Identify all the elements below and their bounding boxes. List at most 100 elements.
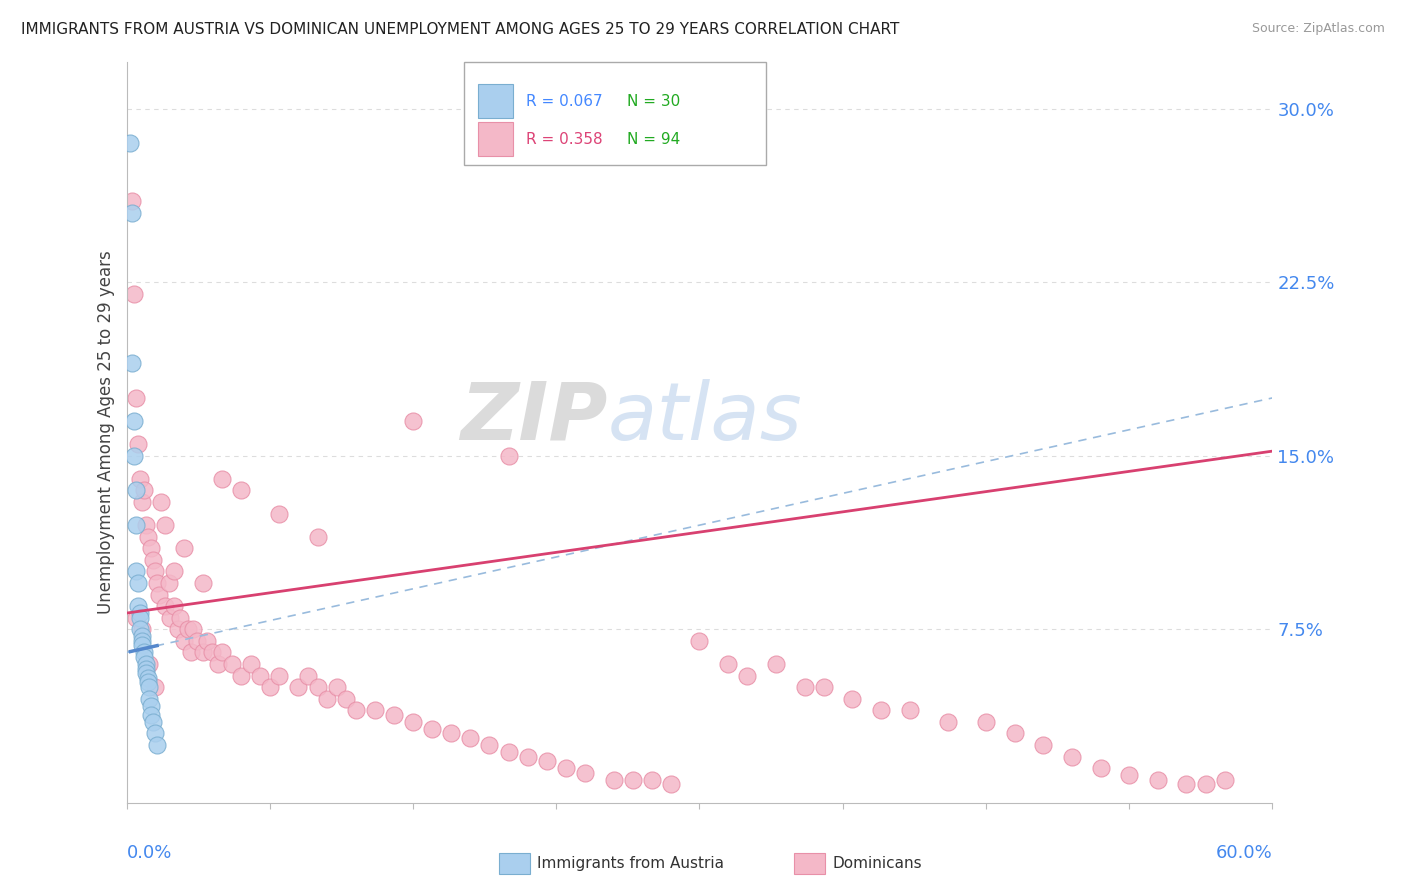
Point [169, 610, 191, 624]
Point [176, 622, 198, 636]
Point [841, 691, 863, 706]
Point [602, 772, 624, 787]
Point [1032, 738, 1054, 752]
Point [186, 633, 208, 648]
Point [516, 749, 538, 764]
Point [898, 703, 921, 717]
Point [364, 703, 387, 717]
Point [167, 622, 190, 636]
Point [659, 777, 682, 791]
Text: Immigrants from Austria: Immigrants from Austria [537, 856, 724, 871]
Point [141, 541, 163, 556]
Text: R = 0.067: R = 0.067 [526, 94, 602, 109]
Point [132, 645, 155, 659]
Point [121, 206, 143, 220]
Point [121, 356, 143, 370]
Point [1090, 761, 1112, 775]
Point [316, 691, 339, 706]
Point [621, 772, 644, 787]
Point [159, 610, 181, 624]
Point [269, 507, 291, 521]
Point [440, 726, 463, 740]
Point [231, 668, 253, 682]
Point [142, 553, 165, 567]
Text: R = 0.358: R = 0.358 [526, 132, 602, 147]
Point [191, 645, 214, 659]
Point [129, 610, 152, 624]
Point [259, 680, 281, 694]
Point [127, 599, 149, 614]
Point [131, 495, 153, 509]
Point [157, 576, 180, 591]
Text: Source: ZipAtlas.com: Source: ZipAtlas.com [1251, 22, 1385, 36]
Point [127, 437, 149, 451]
Point [138, 657, 160, 671]
Point [201, 645, 224, 659]
Point [1004, 726, 1026, 740]
Point [191, 576, 214, 591]
Point [125, 391, 148, 405]
Point [183, 622, 205, 636]
Point [129, 472, 152, 486]
Point [207, 657, 229, 671]
Text: ZIP: ZIP [460, 379, 607, 457]
Text: N = 94: N = 94 [627, 132, 681, 147]
Point [163, 599, 186, 614]
Point [146, 576, 169, 591]
Point [325, 680, 347, 694]
Point [129, 622, 152, 636]
Point [1147, 772, 1170, 787]
Point [127, 576, 149, 591]
Point [173, 541, 195, 556]
Point [131, 633, 153, 648]
Y-axis label: Unemployment Among Ages 25 to 29 years: Unemployment Among Ages 25 to 29 years [97, 251, 115, 615]
Point [478, 738, 501, 752]
Point [717, 657, 740, 671]
Point [138, 691, 160, 706]
Text: atlas: atlas [607, 379, 803, 457]
Point [689, 633, 711, 648]
Text: Dominicans: Dominicans [832, 856, 922, 871]
Point [1060, 749, 1083, 764]
Point [131, 629, 153, 643]
Point [180, 645, 202, 659]
Point [153, 599, 176, 614]
Point [136, 671, 159, 685]
Point [536, 754, 558, 768]
Point [142, 714, 165, 729]
Text: 60.0%: 60.0% [1216, 844, 1272, 862]
Point [141, 698, 163, 713]
Point [335, 691, 357, 706]
Point [195, 633, 218, 648]
Point [135, 657, 157, 671]
Point [382, 707, 405, 722]
Point [122, 449, 145, 463]
Point [1194, 777, 1216, 791]
Point [129, 606, 152, 620]
Point [125, 610, 148, 624]
Point [148, 588, 170, 602]
Point [344, 703, 367, 717]
Point [211, 472, 233, 486]
Point [574, 765, 596, 780]
Text: IMMIGRANTS FROM AUSTRIA VS DOMINICAN UNEMPLOYMENT AMONG AGES 25 TO 29 YEARS CORR: IMMIGRANTS FROM AUSTRIA VS DOMINICAN UNE… [21, 22, 900, 37]
Point [135, 518, 157, 533]
Point [122, 286, 145, 301]
Point [211, 645, 233, 659]
Text: 0.0%: 0.0% [127, 844, 172, 862]
Point [498, 449, 520, 463]
Point [132, 650, 155, 665]
Point [143, 726, 166, 740]
Point [131, 622, 153, 636]
Point [125, 518, 148, 533]
Point [1118, 768, 1140, 782]
Point [149, 495, 172, 509]
Point [163, 565, 186, 579]
Point [135, 662, 157, 676]
Point [1175, 777, 1198, 791]
Point [120, 136, 142, 151]
Point [458, 731, 481, 745]
Point [121, 194, 143, 209]
Point [974, 714, 997, 729]
Point [269, 668, 291, 682]
